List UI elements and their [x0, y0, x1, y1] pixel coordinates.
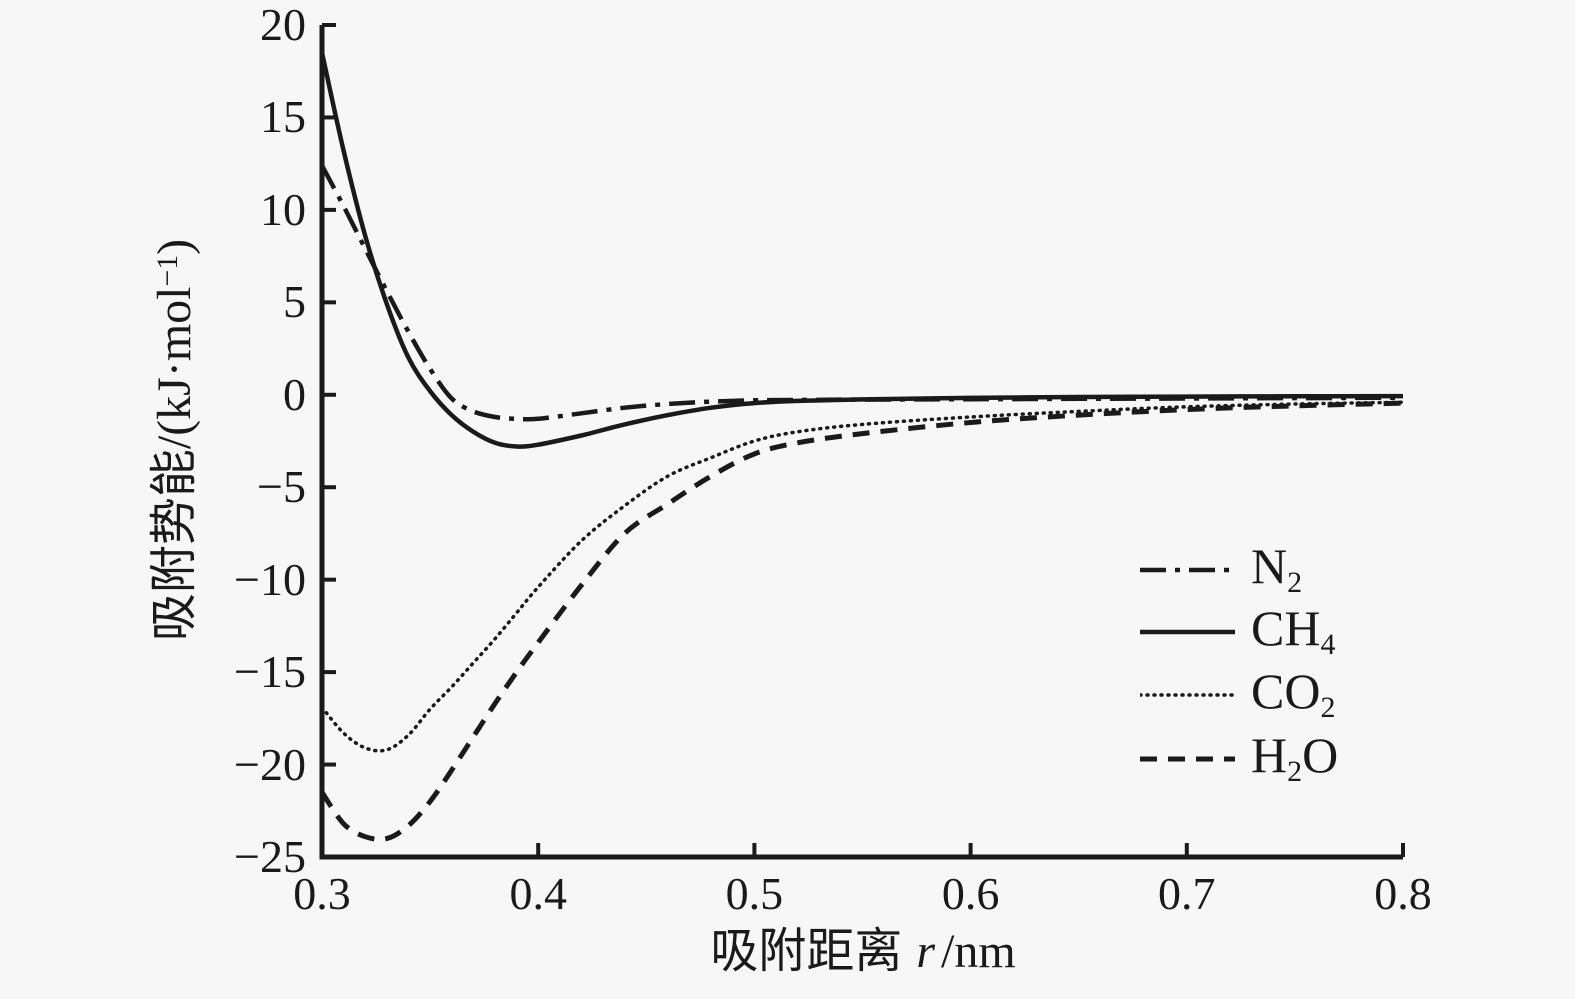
legend-line-co2 — [1140, 693, 1235, 697]
y-tick-label: 5 — [283, 276, 306, 328]
y-tick-label: −5 — [257, 461, 306, 513]
x-tick-label: 0.5 — [725, 868, 784, 919]
x-axis-title: 吸附距离 r/nm — [710, 924, 1015, 980]
series-line-n2 — [320, 164, 1404, 422]
legend-item-co2: CO2 — [1140, 663, 1335, 724]
y-tick-label: −25 — [234, 831, 306, 882]
y-axis-title: 吸附势能/(kJ·mol−1) — [147, 239, 209, 641]
x-axis-title-unit: /nm — [941, 925, 1016, 978]
x-tick-label: 0.4 — [509, 868, 567, 919]
legend-label-ch4: CH4 — [1251, 600, 1336, 661]
x-axis-title-variable: r — [916, 925, 936, 978]
y-axis-title-text: 吸附势能/(kJ·mol — [148, 286, 201, 642]
x-axis-title-text: 吸附距离 — [710, 925, 903, 978]
y-tick-label: 10 — [260, 183, 306, 235]
series-line-h2o — [319, 400, 1404, 842]
y-tick-label: −20 — [234, 738, 306, 790]
legend-label-co2: CO2 — [1251, 663, 1336, 724]
x-tick-label: 0.7 — [1158, 868, 1216, 919]
legend-line-h2o — [1140, 756, 1235, 762]
legend-label-n2: N2 — [1251, 538, 1303, 599]
y-axis-title-superscript: −1 — [150, 254, 184, 287]
legend-label-h2o: H2O — [1251, 727, 1339, 788]
y-tick-label: −15 — [234, 646, 306, 698]
y-tick-label: 0 — [283, 368, 306, 420]
y-tick-label: 15 — [260, 91, 306, 143]
legend-line-n2 — [1140, 567, 1235, 573]
x-tick-label: 0.6 — [941, 868, 1000, 919]
x-tick-label: 0.8 — [1374, 868, 1432, 919]
legend-item-n2: N2 — [1140, 538, 1302, 599]
x-tick-label: 0.3 — [293, 868, 351, 919]
series-line-ch4 — [319, 52, 1404, 449]
y-axis-title-close: ) — [148, 238, 201, 255]
legend-item-h2o: H2O — [1140, 727, 1338, 788]
y-tick-label: 20 — [260, 0, 306, 50]
series-line-co2 — [320, 400, 1405, 753]
y-tick-label: −10 — [234, 553, 306, 605]
legend-line-ch4 — [1140, 629, 1235, 635]
legend-item-ch4: CH4 — [1140, 600, 1335, 661]
legend: N2 CH4 CO2 H2O — [1140, 538, 1460, 821]
